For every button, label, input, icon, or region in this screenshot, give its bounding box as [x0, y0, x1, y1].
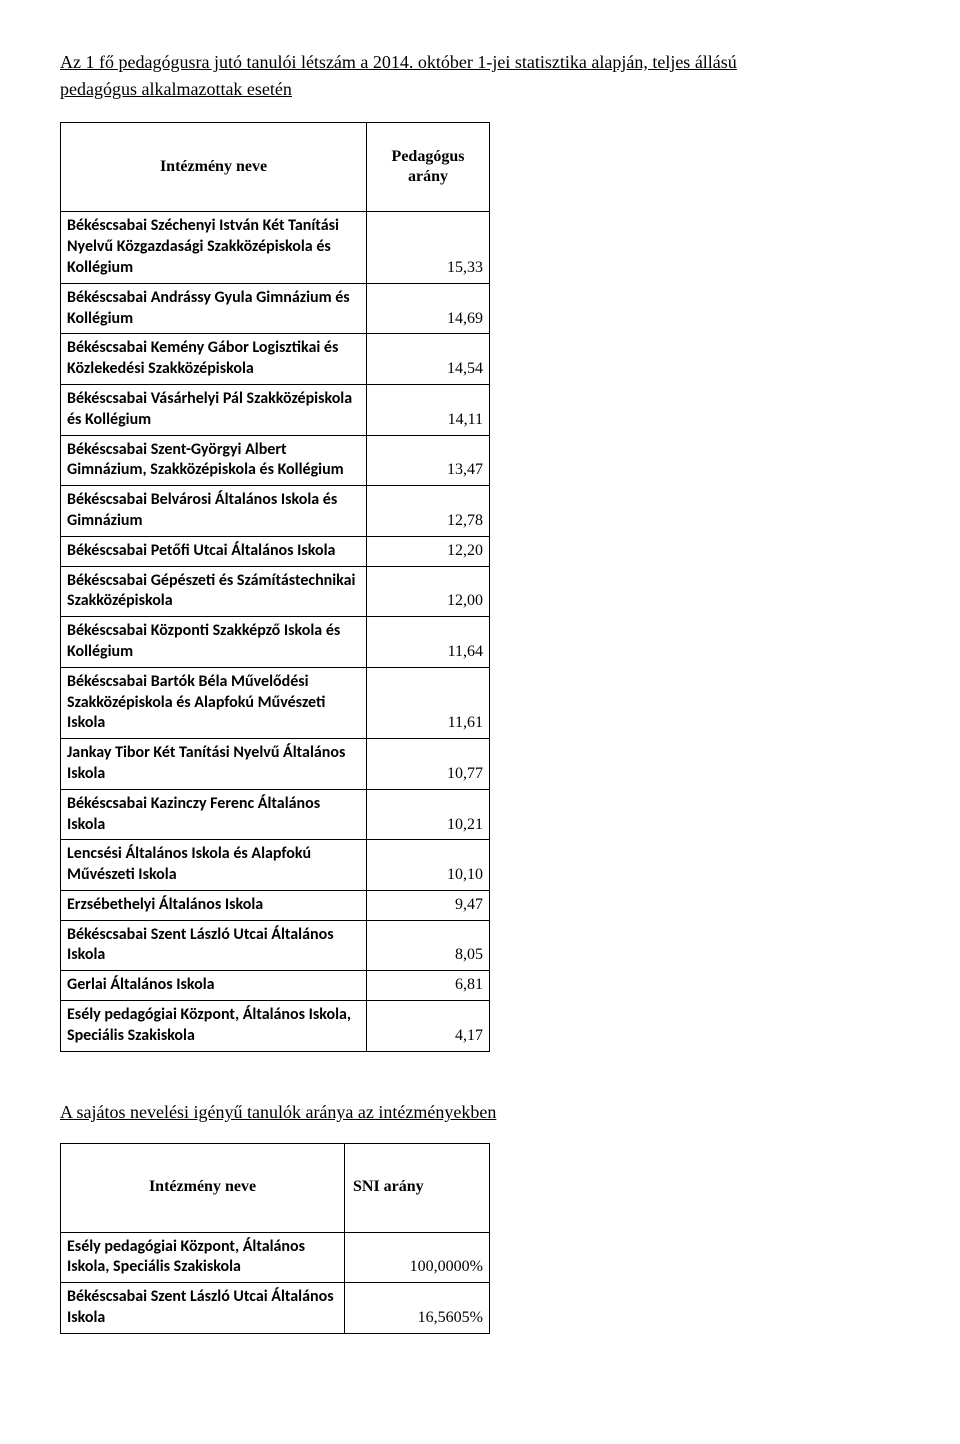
value-cell: 12,78 — [367, 486, 490, 537]
table-row: Békéscsabai Széchenyi István Két Tanítás… — [61, 212, 490, 283]
table2-header-right: SNI arány — [345, 1143, 490, 1232]
institution-name-cell: Békéscsabai Kemény Gábor Logisztikai és … — [61, 334, 367, 385]
table1-header-left: Intézmény neve — [61, 123, 367, 212]
table-row: Békéscsabai Szent László Utcai Általános… — [61, 1283, 490, 1334]
value-cell: 10,21 — [367, 789, 490, 840]
institution-name-cell: Békéscsabai Petőfi Utcai Általános Iskol… — [61, 536, 367, 566]
institution-name-cell: Békéscsabai Gépészeti és Számítástechnik… — [61, 566, 367, 617]
value-cell: 11,64 — [367, 617, 490, 668]
institution-name-cell: Békéscsabai Kazinczy Ferenc Általános Is… — [61, 789, 367, 840]
table-row: Lencsési Általános Iskola és Alapfokú Mű… — [61, 840, 490, 891]
table2-header-left: Intézmény neve — [61, 1143, 345, 1232]
institution-name-cell: Lencsési Általános Iskola és Alapfokú Mű… — [61, 840, 367, 891]
table-row: Békéscsabai Szent-Györgyi Albert Gimnázi… — [61, 435, 490, 486]
institution-name-cell: Esély pedagógiai Központ, Általános Isko… — [61, 1232, 345, 1283]
table-row: Békéscsabai Belvárosi Általános Iskola é… — [61, 486, 490, 537]
sni-arany-table: Intézmény neve SNI arány Esély pedagógia… — [60, 1143, 490, 1334]
page-title-line1: Az 1 fő pedagógusra jutó tanulói létszám… — [60, 50, 900, 75]
table-row: Erzsébethelyi Általános Iskola9,47 — [61, 890, 490, 920]
institution-name-cell: Békéscsabai Szent-Györgyi Albert Gimnázi… — [61, 435, 367, 486]
value-cell: 10,77 — [367, 739, 490, 790]
page-title-line2: pedagógus alkalmazottak esetén — [60, 77, 900, 102]
table-row: Békéscsabai Petőfi Utcai Általános Iskol… — [61, 536, 490, 566]
value-cell: 10,10 — [367, 840, 490, 891]
table-row: Esély pedagógiai Központ, Általános Isko… — [61, 1232, 490, 1283]
table-row: Békéscsabai Kazinczy Ferenc Általános Is… — [61, 789, 490, 840]
institution-name-cell: Békéscsabai Belvárosi Általános Iskola é… — [61, 486, 367, 537]
institution-name-cell: Békéscsabai Szent László Utcai Általános… — [61, 1283, 345, 1334]
institution-name-cell: Békéscsabai Vásárhelyi Pál Szakközépisko… — [61, 384, 367, 435]
table-row: Békéscsabai Szent László Utcai Általános… — [61, 920, 490, 971]
institution-name-cell: Békéscsabai Andrássy Gyula Gimnázium és … — [61, 283, 367, 334]
pedagogus-arany-table: Intézmény neve Pedagógus arány Békéscsab… — [60, 122, 490, 1051]
value-cell: 11,61 — [367, 667, 490, 738]
value-cell: 14,54 — [367, 334, 490, 385]
value-cell: 16,5605% — [345, 1283, 490, 1334]
table-row: Békéscsabai Kemény Gábor Logisztikai és … — [61, 334, 490, 385]
value-cell: 12,00 — [367, 566, 490, 617]
section2-title: A sajátos nevelési igényű tanulók aránya… — [60, 1102, 900, 1123]
table-row: Esély pedagógiai Központ, Általános Isko… — [61, 1001, 490, 1052]
institution-name-cell: Békéscsabai Központi Szakképző Iskola és… — [61, 617, 367, 668]
value-cell: 14,69 — [367, 283, 490, 334]
institution-name-cell: Békéscsabai Szent László Utcai Általános… — [61, 920, 367, 971]
institution-name-cell: Jankay Tibor Két Tanítási Nyelvű Általán… — [61, 739, 367, 790]
table-row: Gerlai Általános Iskola6,81 — [61, 971, 490, 1001]
institution-name-cell: Békéscsabai Bartók Béla Művelődési Szakk… — [61, 667, 367, 738]
value-cell: 15,33 — [367, 212, 490, 283]
value-cell: 6,81 — [367, 971, 490, 1001]
table1-header-right: Pedagógus arány — [367, 123, 490, 212]
institution-name-cell: Erzsébethelyi Általános Iskola — [61, 890, 367, 920]
institution-name-cell: Esély pedagógiai Központ, Általános Isko… — [61, 1001, 367, 1052]
value-cell: 14,11 — [367, 384, 490, 435]
institution-name-cell: Gerlai Általános Iskola — [61, 971, 367, 1001]
table-row: Békéscsabai Vásárhelyi Pál Szakközépisko… — [61, 384, 490, 435]
table-row: Békéscsabai Andrássy Gyula Gimnázium és … — [61, 283, 490, 334]
table-row: Békéscsabai Gépészeti és Számítástechnik… — [61, 566, 490, 617]
value-cell: 100,0000% — [345, 1232, 490, 1283]
table-row: Békéscsabai Bartók Béla Művelődési Szakk… — [61, 667, 490, 738]
table-row: Jankay Tibor Két Tanítási Nyelvű Általán… — [61, 739, 490, 790]
institution-name-cell: Békéscsabai Széchenyi István Két Tanítás… — [61, 212, 367, 283]
value-cell: 13,47 — [367, 435, 490, 486]
value-cell: 12,20 — [367, 536, 490, 566]
table-row: Békéscsabai Központi Szakképző Iskola és… — [61, 617, 490, 668]
value-cell: 9,47 — [367, 890, 490, 920]
value-cell: 4,17 — [367, 1001, 490, 1052]
value-cell: 8,05 — [367, 920, 490, 971]
